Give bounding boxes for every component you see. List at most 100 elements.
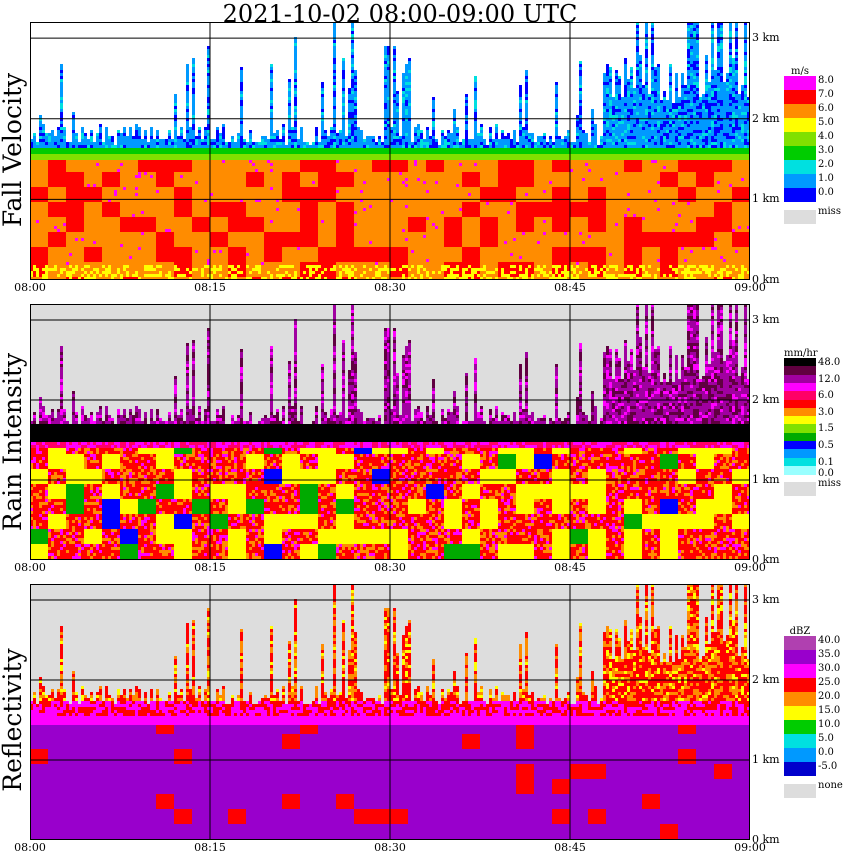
- heatmap-cell: [237, 277, 240, 280]
- heatmap-cell: [351, 172, 354, 187]
- heatmap-cell: [129, 256, 132, 259]
- heatmap-cell: [93, 514, 96, 526]
- heatmap-cell: [693, 142, 696, 145]
- heatmap-cell: [144, 454, 147, 466]
- heatmap-cell: [123, 418, 126, 421]
- heatmap-cell: [120, 481, 123, 496]
- heatmap-cell: [408, 160, 411, 217]
- heatmap-cell: [156, 268, 159, 274]
- heatmap-cell: [507, 202, 510, 211]
- heatmap-cell: [261, 217, 264, 232]
- heatmap-cell: [348, 172, 351, 187]
- heatmap-cell: [702, 103, 705, 106]
- heatmap-cell: [633, 214, 636, 217]
- heatmap-cell: [192, 115, 195, 118]
- heatmap-cell: [150, 544, 153, 553]
- heatmap-cell: [573, 160, 576, 202]
- heatmap-cell: [474, 148, 477, 154]
- heatmap-cell: [117, 469, 120, 472]
- heatmap-cell: [744, 22, 747, 25]
- heatmap-cell: [60, 127, 63, 130]
- heatmap-cell: [393, 79, 396, 82]
- heatmap-cell: [129, 514, 132, 520]
- heatmap-cell: [729, 124, 732, 127]
- heatmap-cell: [51, 409, 54, 412]
- heatmap-cell: [687, 160, 690, 172]
- heatmap-cell: [684, 202, 687, 232]
- heatmap-cell: [696, 55, 699, 58]
- heatmap-cell: [579, 148, 582, 154]
- heatmap-cell: [42, 130, 45, 133]
- heatmap-cell: [255, 154, 258, 160]
- heatmap-cell: [375, 142, 378, 145]
- heatmap-cell: [216, 202, 219, 217]
- heatmap-cell: [135, 496, 138, 499]
- heatmap-cell: [357, 262, 360, 280]
- heatmap-cell: [294, 127, 297, 130]
- heatmap-cell: [39, 544, 42, 559]
- heatmap-cell: [120, 523, 123, 529]
- heatmap-cell: [579, 91, 582, 94]
- heatmap-cell: [144, 517, 147, 523]
- heatmap-cell: [297, 232, 300, 247]
- heatmap-cell: [456, 127, 459, 130]
- heatmap-cell: [339, 268, 342, 271]
- heatmap-cell: [240, 199, 243, 202]
- heatmap-cell: [687, 109, 690, 112]
- heatmap-cell: [54, 142, 57, 145]
- heatmap-cell: [72, 274, 75, 277]
- heatmap-cell: [63, 535, 66, 538]
- heatmap-cell: [324, 202, 327, 247]
- heatmap-cell: [612, 274, 615, 280]
- heatmap-cell: [60, 442, 63, 448]
- heatmap-cell: [201, 217, 204, 232]
- heatmap-cell: [177, 277, 180, 280]
- heatmap-cell: [123, 148, 126, 154]
- heatmap-cell: [711, 97, 714, 100]
- heatmap-cell: [135, 148, 138, 154]
- heatmap-cell: [654, 136, 657, 139]
- heatmap-cell: [630, 154, 633, 160]
- heatmap-cell: [735, 91, 738, 94]
- heatmap-cell: [579, 115, 582, 118]
- heatmap-cell: [210, 274, 213, 280]
- heatmap-cell: [414, 166, 417, 217]
- heatmap-cell: [486, 205, 489, 217]
- heatmap-cell: [609, 253, 612, 256]
- heatmap-cell: [327, 136, 330, 142]
- heatmap-cell: [99, 154, 102, 160]
- heatmap-cell: [525, 130, 528, 136]
- heatmap-cell: [39, 499, 42, 502]
- heatmap-cell: [156, 142, 159, 145]
- heatmap-cell: [474, 160, 477, 163]
- heatmap-cell: [630, 85, 633, 88]
- heatmap-cell: [684, 268, 687, 280]
- heatmap-cell: [96, 133, 99, 136]
- heatmap-cell: [552, 247, 555, 265]
- heatmap-cell: [189, 145, 192, 148]
- heatmap-cell: [84, 247, 87, 262]
- heatmap-cell: [738, 154, 741, 160]
- heatmap-cell: [633, 172, 636, 214]
- heatmap-cell: [555, 85, 558, 94]
- heatmap-cell: [96, 469, 99, 484]
- heatmap-cell: [111, 469, 114, 472]
- heatmap-cell: [405, 88, 408, 91]
- heatmap-cell: [393, 136, 396, 139]
- heatmap-cell: [30, 505, 33, 508]
- heatmap-cell: [126, 460, 129, 469]
- heatmap-cell: [207, 73, 210, 76]
- heatmap-cell: [702, 247, 705, 250]
- heatmap-cell: [642, 145, 645, 148]
- heatmap-cell: [423, 235, 426, 238]
- heatmap-cell: [99, 511, 102, 514]
- heatmap-cell: [120, 421, 123, 424]
- heatmap-cell: [63, 448, 66, 469]
- heatmap-cell: [102, 148, 105, 154]
- heatmap-cell: [39, 118, 42, 121]
- heatmap-cell: [138, 454, 141, 466]
- heatmap-cell: [51, 154, 54, 160]
- heatmap-cell: [153, 172, 156, 217]
- heatmap-cell: [147, 277, 150, 280]
- heatmap-cell: [426, 271, 429, 277]
